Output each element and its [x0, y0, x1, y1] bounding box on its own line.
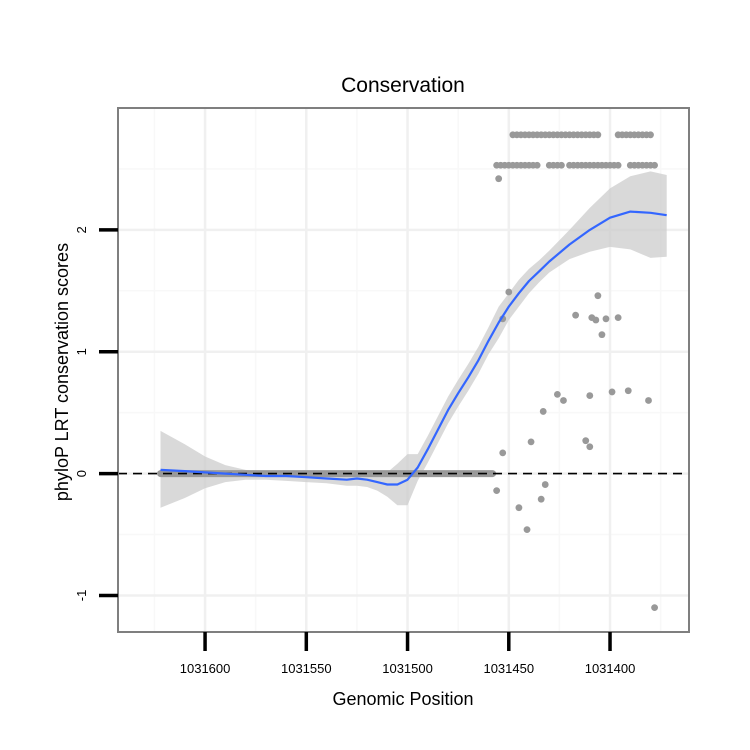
- smooth-line-layer: [160, 210, 667, 486]
- data-point: [586, 392, 594, 399]
- data-point: [537, 495, 545, 503]
- y-tick-label: 1: [74, 348, 89, 355]
- chart-title: Conservation: [341, 74, 465, 97]
- y-tick-label: -1: [74, 590, 89, 602]
- data-point: [523, 526, 531, 534]
- x-axis-title: Genomic Position: [332, 689, 473, 709]
- data-point: [505, 288, 513, 296]
- data-point: [594, 131, 602, 139]
- data-point: [608, 388, 616, 396]
- x-axis: 1031600 1031550 1031500 1031450 1031400: [180, 632, 636, 676]
- data-point: [527, 438, 535, 446]
- y-axis-title: phyloP LRT conservation scores: [52, 243, 72, 501]
- data-point: [495, 175, 503, 183]
- data-point: [539, 408, 547, 415]
- data-point: [515, 504, 523, 512]
- data-point: [558, 161, 565, 169]
- data-point: [553, 390, 561, 398]
- data-point: [602, 315, 610, 323]
- data-point: [592, 316, 600, 324]
- data-point: [647, 131, 654, 139]
- data-point: [499, 449, 507, 457]
- x-tick-label: 1031550: [281, 661, 332, 676]
- x-tick-label: 1031400: [585, 661, 636, 676]
- y-tick-label: 2: [74, 226, 89, 233]
- data-point: [493, 487, 501, 495]
- x-tick-label: 1031450: [483, 661, 534, 676]
- data-point: [560, 397, 567, 404]
- data-point: [598, 331, 606, 339]
- data-point: [651, 161, 658, 169]
- data-point: [582, 437, 590, 445]
- data-point: [572, 311, 580, 319]
- panel-border: [117, 107, 690, 633]
- data-point: [624, 387, 632, 395]
- smooth-fit-line: [160, 210, 667, 486]
- y-axis: -1 0 1 2: [74, 226, 118, 601]
- data-point: [651, 604, 658, 612]
- data-point: [541, 481, 549, 488]
- data-point: [586, 443, 594, 451]
- data-point: [614, 161, 622, 169]
- data-point: [533, 161, 541, 169]
- x-tick-label: 1031600: [180, 661, 231, 676]
- x-tick-label: 1031500: [382, 661, 433, 676]
- data-point: [645, 397, 652, 404]
- data-point: [594, 292, 602, 300]
- y-tick-label: 0: [74, 470, 89, 477]
- points-layer: [493, 131, 658, 612]
- data-point: [614, 314, 622, 321]
